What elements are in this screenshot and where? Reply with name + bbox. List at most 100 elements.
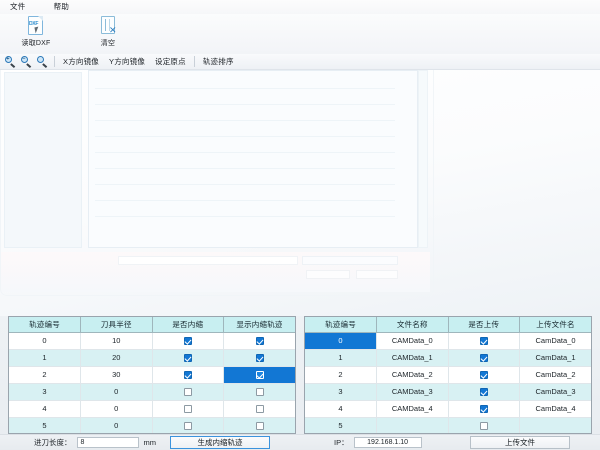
upload-file-button[interactable]: 上传文件 [470,436,570,449]
cell-show-shrink-track[interactable] [223,332,295,350]
checkbox-checked[interactable] [479,337,488,346]
cell-shrink-enabled[interactable] [152,332,224,350]
checkbox-unchecked[interactable] [255,422,264,431]
checkbox-checked[interactable] [183,337,192,346]
checkbox-checked[interactable] [255,337,264,346]
checkbox-checked[interactable] [183,354,192,363]
set-origin-button[interactable]: 设定原点 [155,57,186,66]
cell-upload-enabled[interactable] [448,366,520,384]
checkbox-checked[interactable] [479,371,488,380]
cell-track-id[interactable]: 4 [9,400,81,418]
table-row[interactable]: 1 CAMData_1 CamData_1 [305,349,591,367]
cell-track-id[interactable]: 2 [305,366,377,384]
cell-show-shrink-track[interactable] [223,417,295,433]
table-row[interactable]: 4 CAMData_4 CamData_4 [305,400,591,418]
clear-button[interactable]: ✕ 清空 [82,15,134,47]
table-row[interactable]: 5 [305,417,591,433]
cell-tool-radius[interactable]: 0 [80,383,153,401]
cell-shrink-enabled[interactable] [152,400,224,418]
cell-upload-file-name[interactable] [519,417,591,433]
cell-upload-enabled[interactable] [448,383,520,401]
cell-shrink-enabled[interactable] [152,417,224,433]
cell-file-name[interactable] [376,417,449,433]
cell-upload-enabled[interactable] [448,400,520,418]
cell-show-shrink-track[interactable] [223,383,295,401]
checkbox-checked[interactable] [479,405,488,414]
cell-tool-radius[interactable]: 10 [80,332,153,350]
cell-upload-file-name[interactable]: CamData_1 [519,349,591,367]
cell-show-shrink-track[interactable] [223,400,295,418]
canvas-ghost-right [418,70,428,248]
cell-track-id[interactable]: 5 [305,417,377,433]
cell-shrink-enabled[interactable] [152,366,224,384]
cell-file-name[interactable]: CAMData_0 [376,332,449,350]
cell-track-id[interactable]: 1 [305,349,377,367]
cell-upload-enabled[interactable] [448,417,520,433]
checkbox-unchecked[interactable] [479,422,488,431]
zoom-in-icon[interactable]: + [3,55,19,69]
cell-upload-file-name[interactable]: CamData_2 [519,366,591,384]
canvas-ghost-line [95,184,395,185]
cell-upload-file-name[interactable]: CamData_0 [519,332,591,350]
cell-track-id[interactable]: 1 [9,349,81,367]
table-row[interactable]: 2 CAMData_2 CamData_2 [305,366,591,384]
cell-tool-radius[interactable]: 0 [80,417,153,433]
checkbox-checked[interactable] [479,354,488,363]
feed-length-input[interactable]: 8 [76,437,139,448]
cell-tool-radius[interactable]: 0 [80,400,153,418]
drawing-canvas[interactable] [0,70,600,316]
menu-item-file[interactable]: 文件 [10,2,26,12]
cell-track-id[interactable]: 0 [9,332,81,350]
cell-upload-enabled[interactable] [448,349,520,367]
cell-tool-radius[interactable]: 30 [80,366,153,384]
cell-file-name[interactable]: CAMData_4 [376,400,449,418]
cell-show-shrink-track[interactable] [223,366,295,384]
zoom-fit-icon[interactable] [35,55,51,69]
zoom-out-icon[interactable]: − [19,55,35,69]
col-shrink-enabled: 是否内缩 [152,317,224,333]
cell-track-id[interactable]: 0 [305,332,377,350]
cell-track-id[interactable]: 4 [305,400,377,418]
checkbox-checked[interactable] [479,388,488,397]
cell-track-id[interactable]: 3 [9,383,81,401]
table-row[interactable]: 0 CAMData_0 CamData_0 [305,332,591,350]
toolstrip-divider-1 [54,56,55,67]
checkbox-unchecked[interactable] [255,405,264,414]
cell-upload-file-name[interactable]: CamData_3 [519,383,591,401]
cell-track-id[interactable]: 5 [9,417,81,433]
track-parameter-table[interactable]: 轨迹编号 刀具半径 是否内缩 显示内缩轨迹 0 10 1 20 2 30 3 0 4 0 5 0 [8,316,296,434]
read-dxf-button[interactable]: DXF 读取DXF [10,15,62,47]
mirror-x-button[interactable]: X方向镜像 [63,57,100,66]
checkbox-unchecked[interactable] [255,388,264,397]
cell-file-name[interactable]: CAMData_3 [376,383,449,401]
ip-input[interactable]: 192.168.1.10 [353,437,422,448]
cell-track-id[interactable]: 3 [305,383,377,401]
table-row[interactable]: 2 30 [9,366,295,384]
cell-shrink-enabled[interactable] [152,349,224,367]
checkbox-unchecked[interactable] [183,422,192,431]
checkbox-unchecked[interactable] [183,405,192,414]
checkbox-checked[interactable] [183,371,192,380]
checkbox-unchecked[interactable] [183,388,192,397]
cell-upload-file-name[interactable]: CamData_4 [519,400,591,418]
checkbox-checked[interactable] [255,371,264,380]
cell-upload-enabled[interactable] [448,332,520,350]
table-row[interactable]: 0 10 [9,332,295,350]
cell-shrink-enabled[interactable] [152,383,224,401]
table-row[interactable]: 3 CAMData_3 CamData_3 [305,383,591,401]
cell-file-name[interactable]: CAMData_1 [376,349,449,367]
cell-track-id[interactable]: 2 [9,366,81,384]
cell-show-shrink-track[interactable] [223,349,295,367]
upload-file-table[interactable]: 轨迹编号 文件名称 是否上传 上传文件名 0 CAMData_0 CamData_0… [304,316,592,434]
checkbox-checked[interactable] [255,354,264,363]
sort-track-button[interactable]: 轨迹排序 [202,57,234,66]
generate-shrink-track-button[interactable]: 生成内缩轨迹 [170,436,270,449]
cell-tool-radius[interactable]: 20 [80,349,153,367]
mirror-y-button[interactable]: Y方向镜像 [109,57,146,66]
menu-item-help[interactable]: 帮助 [53,2,70,12]
cell-file-name[interactable]: CAMData_2 [376,366,449,384]
table-row[interactable]: 1 20 [9,349,295,367]
